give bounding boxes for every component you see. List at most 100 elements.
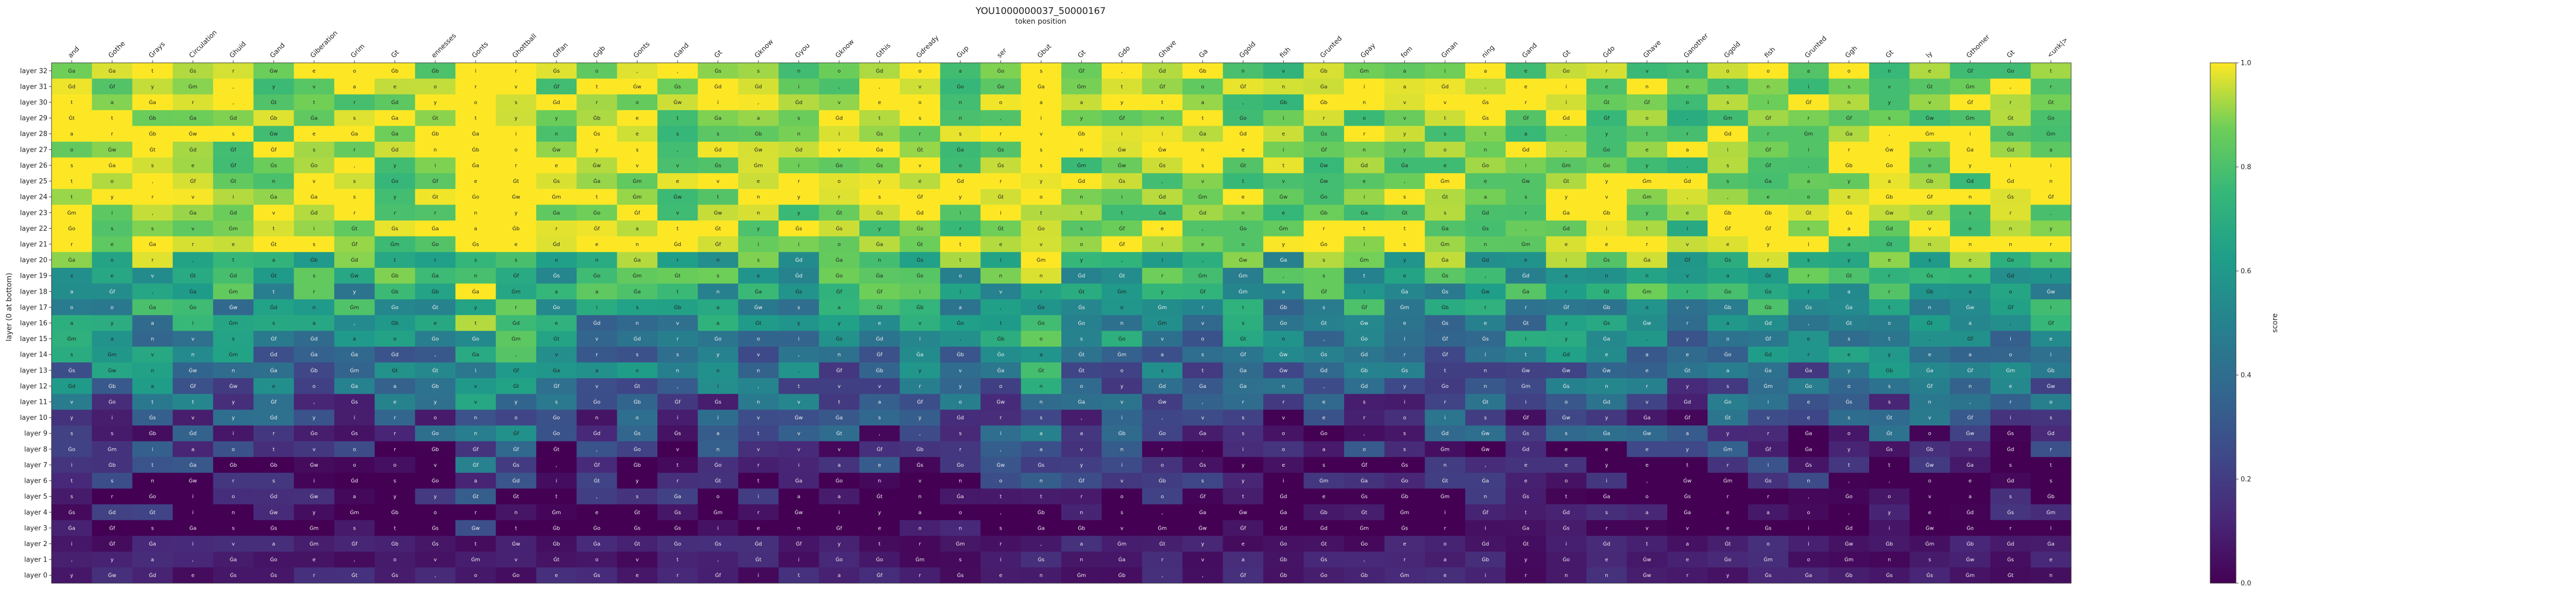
cell-token-label: e (999, 242, 1002, 247)
cell-token-label: Ġs (594, 572, 600, 579)
heatmap-cell (52, 488, 92, 505)
heatmap-cell (1021, 157, 1062, 174)
cell-token-label: Ġf (877, 572, 883, 579)
heatmap-cell (778, 142, 820, 158)
heatmap-cell (980, 315, 1022, 331)
heatmap-cell (657, 378, 698, 395)
heatmap-cell (1546, 362, 1587, 379)
heatmap-cell (1303, 283, 1345, 300)
heatmap-cell (1950, 362, 1991, 379)
cell-token-label: y (838, 321, 841, 327)
heatmap-cell (1950, 173, 1991, 190)
cell-token-label: t (273, 226, 275, 232)
cell-token-label: e (1646, 447, 1649, 452)
cell-token-label: Ġw (1643, 556, 1651, 563)
cell-token-label: Ġw (1481, 430, 1489, 437)
heatmap-cell (1707, 283, 1749, 300)
cell-token-label: t (313, 100, 315, 106)
cell-token-label: Ġd (1199, 209, 1206, 216)
heatmap-cell (253, 488, 294, 505)
cell-token-label: s (1040, 147, 1042, 153)
cell-token-label: t (474, 541, 477, 547)
cell-token-label: y (1605, 415, 1608, 421)
cell-token-label: Ġw (714, 209, 722, 216)
cell-token-label: n (474, 415, 477, 421)
cell-token-label: Ġt (715, 478, 721, 484)
cell-token-label: Ġa (1522, 288, 1530, 295)
cell-token-label: o (919, 525, 922, 531)
cell-token-label: s (71, 163, 73, 168)
cell-token-label: n (757, 210, 760, 216)
heatmap-cell (536, 362, 577, 379)
cell-token-label: Ġa (1320, 83, 1328, 90)
cell-token-label: n (1767, 84, 1770, 90)
heatmap-cell (1142, 267, 1183, 284)
heatmap-cell (1263, 551, 1304, 568)
cell-token-label: v (595, 384, 598, 389)
cell-token-label: i (1444, 415, 1446, 421)
cell-token-label: Ġs (392, 572, 398, 579)
cell-token-label: e (1403, 321, 1406, 327)
heatmap-cell (819, 63, 860, 79)
cell-token-label: Ġa (1199, 430, 1206, 437)
y-tick-label: layer 17 (20, 304, 47, 312)
heatmap-cell (819, 220, 860, 237)
cell-token-label: Ġm (1965, 83, 1975, 90)
cell-token-label: e (474, 179, 477, 184)
y-tick-label: layer 2 (24, 540, 47, 548)
cell-token-label: , (838, 84, 840, 90)
cell-token-label: e (2049, 336, 2053, 342)
cell-token-label: Ġd (311, 209, 318, 216)
heatmap-cell (132, 331, 173, 347)
heatmap-cell (132, 551, 173, 568)
cell-token-label: i (1000, 431, 1002, 437)
cell-token-label: a (313, 321, 316, 327)
cell-token-label: Ġb (513, 225, 520, 232)
heatmap-cell (294, 567, 335, 584)
cell-token-label: e (1686, 557, 1689, 563)
cell-token-label: y (393, 494, 396, 500)
heatmap-cell (1626, 536, 1668, 552)
cell-token-label: v (1928, 226, 1931, 232)
heatmap-cell (1990, 425, 2031, 442)
heatmap-cell (536, 504, 577, 521)
heatmap-cell (940, 504, 981, 521)
heatmap-cell (617, 488, 658, 505)
heatmap-cell (1707, 457, 1749, 473)
cell-token-label: Ġo (997, 83, 1004, 90)
heatmap-cell (1303, 410, 1345, 426)
heatmap-cell (980, 126, 1022, 142)
cell-token-label: r (1686, 131, 1689, 137)
heatmap-cell (1303, 157, 1345, 174)
heatmap-cell (1667, 457, 1708, 473)
cell-token-label: r (1444, 400, 1447, 405)
cell-token-label: Ġa (1442, 225, 1449, 232)
cell-token-label: y (1686, 384, 1689, 389)
heatmap-cell (940, 110, 981, 127)
cell-token-label: Ġa (1401, 288, 1408, 295)
cell-token-label: Ġf (553, 83, 560, 90)
heatmap-cell (1546, 567, 1587, 584)
heatmap-cell (577, 78, 618, 95)
heatmap-cell (1061, 267, 1102, 284)
cell-token-label: Ġw (2047, 288, 2055, 295)
cell-token-label: e (1605, 447, 1608, 452)
heatmap-cell (1909, 536, 1951, 552)
heatmap-cell (577, 362, 618, 379)
x-tick-label: fish (1278, 46, 1292, 60)
heatmap-cell (1788, 189, 1829, 206)
heatmap-cell (617, 457, 658, 473)
heatmap-cell (1546, 520, 1587, 536)
heatmap-cell (1182, 504, 1224, 521)
heatmap-cell (1707, 315, 1749, 331)
cell-token-label: Ġd (2007, 446, 2014, 452)
heatmap-cell (334, 205, 375, 221)
heatmap-cell (1869, 536, 1910, 552)
heatmap-cell (213, 457, 254, 473)
cell-token-label: Ġw (1966, 430, 1974, 437)
cell-token-label: Ġo (432, 335, 439, 342)
heatmap-cell (980, 252, 1022, 268)
cell-token-label: Ġd (391, 99, 398, 106)
heatmap-cell (1303, 189, 1345, 206)
heatmap-cell (455, 410, 496, 426)
